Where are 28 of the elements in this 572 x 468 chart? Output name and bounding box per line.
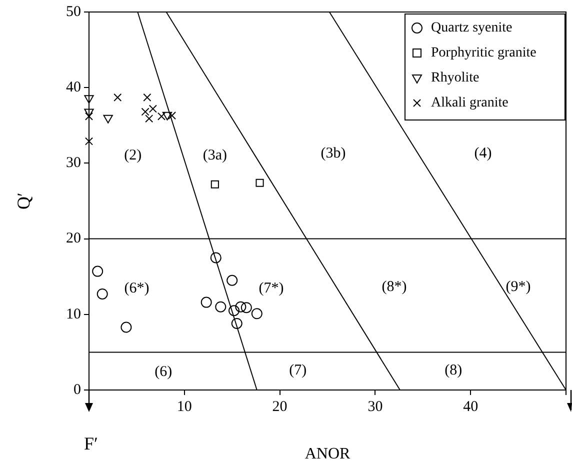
y-tick-label: 50 bbox=[66, 4, 81, 20]
annotation: (2) bbox=[124, 148, 142, 164]
annotation: (3b) bbox=[320, 145, 346, 162]
legend-label: Alkali granite bbox=[431, 96, 508, 111]
annotation: (7*) bbox=[258, 280, 284, 297]
annotation: (4) bbox=[474, 145, 492, 162]
y-tick-label: 40 bbox=[66, 80, 81, 96]
x-tick-label: 40 bbox=[463, 398, 478, 415]
x-tick-label: 10 bbox=[176, 398, 192, 415]
y-axis-title: Q′ bbox=[14, 192, 34, 210]
y-tick-label: 30 bbox=[66, 155, 81, 172]
annotation: (8) bbox=[444, 362, 462, 378]
legend-label: Quartz syenite bbox=[431, 20, 512, 36]
annotation: (7) bbox=[289, 362, 307, 378]
annotation: (6) bbox=[154, 364, 172, 380]
legend-label: Porphyritic granite bbox=[431, 46, 536, 61]
annotation: (9*) bbox=[506, 279, 531, 296]
text: F′ bbox=[84, 434, 98, 454]
x-tick-label: 20 bbox=[272, 398, 288, 415]
y-tick-label: 20 bbox=[66, 230, 81, 247]
y-tick-label: 0 bbox=[74, 382, 81, 398]
x-tick-label: 30 bbox=[368, 398, 383, 415]
annotation: (3a) bbox=[202, 148, 228, 164]
legend-label: Rhyolite bbox=[431, 70, 480, 86]
annotation: (8*) bbox=[382, 279, 407, 296]
annotation: (6*) bbox=[124, 280, 150, 297]
y-tick-label: 10 bbox=[66, 306, 81, 322]
x-axis-title: ANOR bbox=[304, 446, 350, 463]
